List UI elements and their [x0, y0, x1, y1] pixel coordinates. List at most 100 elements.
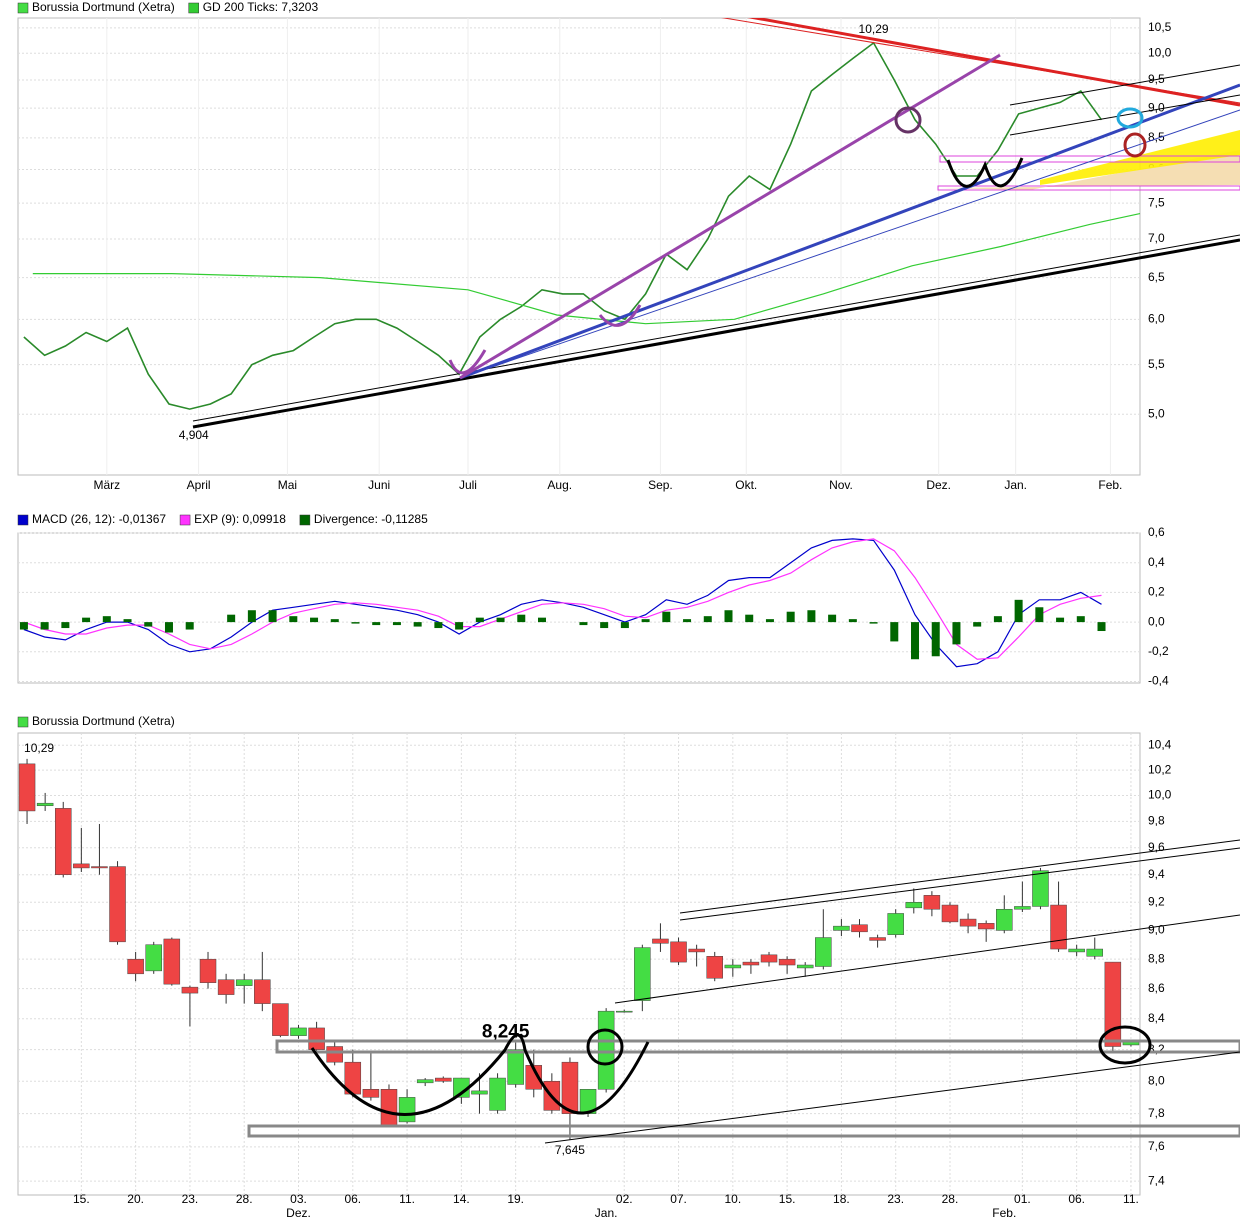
candle-body [688, 948, 705, 953]
candle-body [615, 1010, 633, 1013]
legend-label: Divergence: -0,11285 [314, 512, 428, 526]
divergence-bar [931, 622, 940, 657]
x-group-label: Feb. [992, 1206, 1016, 1220]
trendline [459, 83, 1240, 380]
divergence-bar [185, 622, 194, 630]
x-tick-label: 20. [127, 1192, 144, 1206]
band [247, 1124, 1240, 1138]
y-tick-label: 7,5 [1148, 195, 1165, 209]
divergence-bar [330, 619, 339, 623]
divergence-bar [351, 622, 360, 624]
y-tick-label: 10,0 [1148, 788, 1172, 802]
divergence-bar [434, 622, 443, 629]
y-tick-label: 9,2 [1148, 894, 1165, 908]
y-tick-label: 10,2 [1148, 762, 1172, 776]
candle-body [254, 979, 271, 1004]
zone [940, 150, 1240, 190]
legend-label: Borussia Dortmund (Xetra) [32, 714, 175, 728]
y-tick-label: 0,0 [1148, 614, 1165, 628]
y-tick-label: 0,4 [1148, 555, 1165, 569]
candle-body [91, 866, 108, 869]
candle-body [796, 964, 814, 969]
y-tick-label: 8,6 [1148, 981, 1165, 995]
divergence-bar [890, 622, 899, 642]
y-tick-label: 8,0 [1148, 1073, 1165, 1087]
legend-label: MACD (26, 12): -0,01367 [32, 512, 166, 526]
x-group-label: Jan. [595, 1206, 618, 1220]
candle-body [1104, 961, 1122, 1047]
candle-body [471, 1090, 488, 1095]
channel [679, 839, 1240, 914]
divergence-bar [144, 622, 153, 627]
divergence-bar [662, 611, 671, 623]
band [275, 1039, 1240, 1054]
divergence-bar [537, 617, 546, 623]
x-tick-label: Sep. [648, 478, 673, 492]
trendline [721, 18, 1240, 104]
candle-body [869, 937, 886, 941]
divergence-bar [227, 614, 236, 623]
x-tick-label: April [187, 478, 211, 492]
candle-body [634, 947, 651, 1001]
candle-body [54, 808, 72, 875]
divergence-bar [372, 622, 381, 626]
y-tick-label: 0,2 [1148, 585, 1165, 599]
x-tick-label: Nov. [829, 478, 853, 492]
y-tick-label: 8,4 [1148, 1011, 1165, 1025]
divergence-bar [703, 616, 712, 623]
x-tick-label: 18. [833, 1192, 850, 1206]
divergence-bar [19, 622, 28, 630]
y-tick-label: 9,4 [1148, 867, 1165, 881]
divergence-bar [786, 611, 795, 623]
candle-body [923, 895, 941, 910]
x-tick-label: 14. [453, 1192, 470, 1206]
candle-body [561, 1061, 579, 1114]
circle [1098, 1025, 1152, 1065]
pattern [448, 304, 642, 375]
divergence-bar [745, 614, 754, 623]
zone [1040, 130, 1240, 185]
channel [679, 847, 1240, 921]
x-tick-label: 06. [344, 1192, 361, 1206]
legend-swatch [299, 514, 311, 526]
candle-body [235, 979, 253, 986]
divergence-bar [413, 622, 422, 627]
trendline [192, 238, 1240, 429]
y-tick-label: 6,0 [1148, 312, 1165, 326]
candle-body [724, 964, 742, 969]
y-tick-label: 9,0 [1148, 923, 1165, 937]
drawings [192, 18, 1240, 429]
candle-body [217, 979, 235, 995]
candle-body [416, 1079, 434, 1084]
candle-body [760, 954, 778, 963]
y-tick-label: 9,8 [1148, 814, 1165, 828]
candle-body [109, 866, 126, 943]
divergence-bar [993, 616, 1002, 623]
legend-swatch [17, 514, 29, 526]
divergence-bar [475, 617, 484, 623]
panel-frame [17, 732, 1141, 1196]
legend-label: GD 200 Ticks: 7,3203 [203, 0, 319, 14]
x-tick-label: 01. [1014, 1192, 1031, 1206]
candle-body [652, 938, 669, 944]
pattern [946, 157, 1024, 188]
channel [1009, 94, 1240, 136]
x-tick-label: 15. [73, 1192, 90, 1206]
y-tick-label: 10,0 [1148, 45, 1172, 59]
divergence-bar [123, 619, 132, 623]
divergence-bar [620, 622, 629, 629]
divergence-bar [496, 617, 505, 623]
x-tick-label: 11. [399, 1192, 415, 1206]
x-tick-label: Juli [459, 478, 477, 492]
divergence-bar [724, 610, 733, 623]
panel-frame [17, 532, 1141, 684]
y-tick-label: 10,4 [1148, 737, 1172, 751]
divergence-bar [247, 610, 256, 623]
indicator-line [23, 538, 1102, 660]
candle-body [36, 802, 54, 807]
annotation: 4,904 [179, 428, 209, 442]
y-tick-label: 5,5 [1148, 357, 1165, 371]
annotation: 7,645 [555, 1143, 585, 1157]
channel [1009, 64, 1240, 106]
